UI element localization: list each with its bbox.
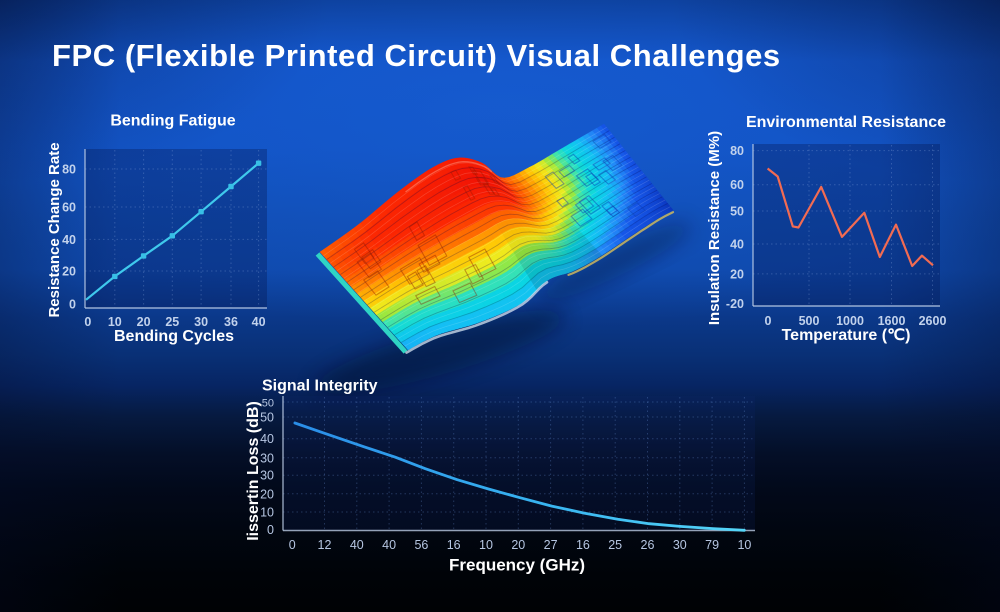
- svg-text:12: 12: [318, 538, 332, 552]
- svg-text:20: 20: [260, 487, 274, 501]
- svg-text:40: 40: [730, 238, 744, 252]
- svg-text:25: 25: [608, 538, 622, 552]
- svg-text:10: 10: [108, 315, 122, 329]
- svg-text:10: 10: [260, 506, 274, 520]
- svg-text:30: 30: [194, 315, 208, 329]
- svg-text:40: 40: [252, 315, 266, 329]
- svg-text:50: 50: [260, 411, 274, 425]
- svg-text:Resistance Change Rate: Resistance Change Rate: [46, 142, 63, 317]
- svg-text:60: 60: [62, 201, 76, 215]
- svg-text:0: 0: [69, 298, 76, 312]
- svg-text:Insulation Resistance (M%): Insulation Resistance (M%): [706, 131, 723, 325]
- svg-text:25: 25: [165, 315, 179, 329]
- svg-text:40: 40: [260, 432, 274, 446]
- svg-text:30: 30: [260, 469, 274, 483]
- svg-text:26: 26: [641, 538, 655, 552]
- svg-text:56: 56: [414, 538, 428, 552]
- svg-text:50: 50: [730, 205, 744, 219]
- svg-text:20: 20: [730, 267, 744, 281]
- svg-text:16: 16: [576, 538, 590, 552]
- svg-text:Temperature (℃): Temperature (℃): [782, 327, 911, 344]
- svg-text:1600: 1600: [878, 314, 906, 328]
- svg-text:40: 40: [350, 538, 364, 552]
- svg-text:0: 0: [267, 523, 274, 537]
- svg-text:-20: -20: [726, 297, 744, 311]
- svg-text:1000: 1000: [836, 314, 864, 328]
- svg-text:Environmental Resistance: Environmental Resistance: [746, 114, 946, 131]
- svg-text:Frequency (GHz): Frequency (GHz): [449, 556, 585, 575]
- svg-text:0: 0: [84, 315, 91, 329]
- svg-text:60: 60: [730, 178, 744, 192]
- svg-text:79: 79: [705, 538, 719, 552]
- svg-text:20: 20: [62, 265, 76, 279]
- svg-text:30: 30: [673, 538, 687, 552]
- svg-text:10: 10: [479, 538, 493, 552]
- svg-text:Bending Cycles: Bending Cycles: [114, 328, 234, 345]
- svg-text:40: 40: [62, 233, 76, 247]
- svg-text:2600: 2600: [919, 314, 947, 328]
- svg-text:30: 30: [260, 451, 274, 465]
- svg-text:Signal Integrity: Signal Integrity: [262, 378, 378, 395]
- svg-text:40: 40: [382, 538, 396, 552]
- svg-text:50: 50: [262, 398, 274, 410]
- svg-text:20: 20: [137, 315, 151, 329]
- svg-text:0: 0: [289, 538, 296, 552]
- svg-text:Iissertin Loss (dB): Iissertin Loss (dB): [245, 401, 262, 541]
- svg-text:16: 16: [447, 538, 461, 552]
- svg-text:Bending Fatigue: Bending Fatigue: [110, 113, 235, 130]
- svg-text:500: 500: [799, 314, 820, 328]
- svg-text:10: 10: [737, 538, 751, 552]
- svg-text:80: 80: [730, 144, 744, 158]
- svg-text:0: 0: [765, 314, 772, 328]
- svg-text:36: 36: [224, 315, 238, 329]
- svg-text:80: 80: [62, 163, 76, 177]
- svg-text:27: 27: [544, 538, 558, 552]
- svg-text:20: 20: [511, 538, 525, 552]
